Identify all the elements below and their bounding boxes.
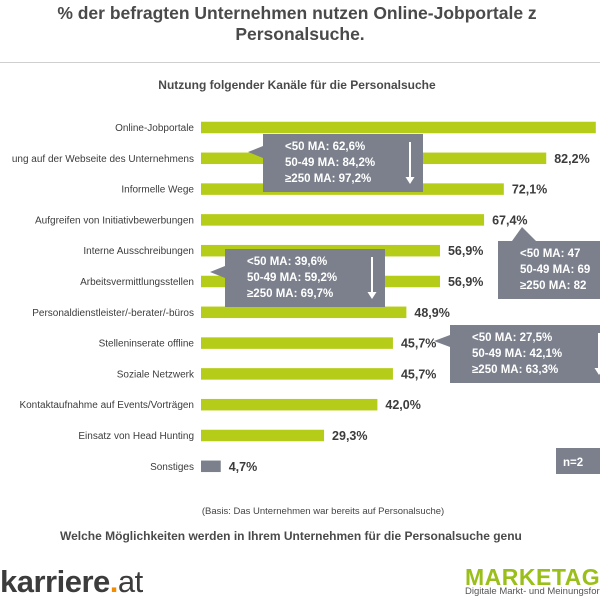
arrow-head-icon — [594, 368, 600, 375]
sample-size-badge: n=2 — [556, 448, 600, 474]
callout-pointer — [210, 266, 225, 278]
annotation-callout: <50 MA: 27,5% 50-49 MA: 42,1% ≥250 MA: 63,… — [434, 325, 600, 383]
annotation-callout: <50 MA: 62,6% 50-49 MA: 84,2% ≥250 MA: 97,… — [248, 134, 423, 192]
bar — [201, 368, 393, 380]
category-label: ung auf der Webseite des Unternehmens — [12, 154, 194, 165]
category-label: Aufgreifen von Initiativbewerbungen — [35, 215, 194, 226]
headline: % der befragten Unternehmen nutzen Onlin… — [0, 0, 600, 50]
basis-note: (Basis: Das Unternehmen war bereits auf … — [202, 506, 444, 517]
category-label: Online-Jobportale — [115, 123, 194, 134]
value-label: 42,0% — [385, 398, 420, 412]
callout-line: 50-49 MA: 69 — [520, 264, 590, 276]
annotation-callout: <50 MA: 39,6% 50-49 MA: 59,2% ≥250 MA: 69,… — [210, 249, 385, 307]
value-label: 29,3% — [332, 429, 367, 443]
bar-chart: Nutzung folgender Kanäle für die Persona… — [12, 78, 600, 543]
value-label: 45,7% — [401, 337, 436, 351]
callout-line: ≥250 MA: 97,2% — [285, 173, 371, 185]
sample-size-box — [556, 448, 600, 474]
callout-line: 50-49 MA: 59,2% — [247, 272, 337, 284]
value-label: 56,9% — [448, 244, 483, 258]
bar — [201, 121, 596, 134]
callout-line: <50 MA: 47 — [520, 248, 580, 260]
category-label: Sonstiges — [150, 462, 194, 473]
karriere-logo-dot: . — [109, 564, 119, 599]
value-label: 4,7% — [229, 460, 257, 474]
category-label: Arbeitsvermittlungsstellen — [80, 277, 194, 288]
bar — [201, 460, 221, 473]
bar — [201, 429, 325, 442]
callout-line: <50 MA: 27,5% — [472, 332, 552, 344]
value-label: 56,9% — [448, 275, 483, 289]
value-label: 48,9% — [414, 306, 449, 320]
callout-line: ≥250 MA: 69,7% — [247, 288, 333, 300]
category-label: Personaldienstleister/-berater/-büros — [32, 308, 194, 319]
callout-pointer — [248, 146, 263, 158]
value-label: 82,2% — [554, 152, 589, 166]
marketagent-logo: MARKETAGE — [465, 564, 600, 590]
karriere-logo: karriere.at — [0, 566, 143, 598]
headline-line-1: % der befragten Unternehmen nutzen Onlin… — [57, 3, 537, 23]
callout-line: 50-49 MA: 84,2% — [285, 157, 375, 169]
annotation-callout: <50 MA: 47 50-49 MA: 69 ≥250 MA: 82 — [498, 227, 600, 299]
headline-line-2: Personalsuche. — [235, 24, 365, 44]
callout-line: ≥250 MA: 63,3% — [472, 364, 558, 376]
arrow-head-icon — [367, 292, 377, 299]
bar — [201, 398, 378, 411]
callout-line: 50-49 MA: 42,1% — [472, 348, 562, 360]
callout-pointer — [434, 335, 450, 347]
sample-size-text: n=2 — [563, 457, 583, 469]
karriere-logo-main: karriere — [0, 564, 110, 599]
callout-line: ≥250 MA: 82 — [520, 280, 586, 292]
labels-layer: Online-Jobportale94,0ung auf der Webseit… — [12, 123, 590, 474]
value-label: 67,4% — [492, 213, 527, 227]
callout-line: <50 MA: 39,6% — [247, 256, 327, 268]
value-label: 72,1% — [512, 183, 547, 197]
bar — [201, 214, 485, 226]
arrow-head-icon — [405, 177, 415, 184]
survey-question: Welche Möglichkeiten werden in Ihrem Unt… — [60, 529, 522, 543]
category-label: Stelleninserate offline — [99, 339, 195, 350]
callout-line: <50 MA: 62,6% — [285, 141, 365, 153]
annotations-layer: <50 MA: 62,6% 50-49 MA: 84,2% ≥250 MA: 97,… — [210, 134, 600, 474]
callout-box — [263, 134, 423, 192]
karriere-logo-tld: at — [117, 564, 143, 599]
category-label: Informelle Wege — [121, 185, 194, 196]
marketagent-logo-subtitle: Digitale Markt- und Meinungsfor — [465, 586, 600, 597]
value-label: 45,7% — [401, 367, 436, 381]
callout-box — [225, 249, 385, 307]
category-label: Soziale Netzwerk — [117, 369, 195, 380]
callout-box — [450, 325, 600, 383]
bar — [201, 306, 407, 319]
category-label: Einsatz von Head Hunting — [78, 431, 194, 442]
divider — [0, 62, 600, 63]
chart-title: Nutzung folgender Kanäle für die Persona… — [158, 78, 436, 92]
bar — [201, 337, 393, 349]
category-label: Kontaktaufnahme auf Events/Vorträgen — [19, 400, 194, 411]
callout-pointer — [512, 227, 536, 241]
callout-box — [498, 241, 600, 299]
category-label: Interne Ausschreibungen — [83, 246, 194, 257]
